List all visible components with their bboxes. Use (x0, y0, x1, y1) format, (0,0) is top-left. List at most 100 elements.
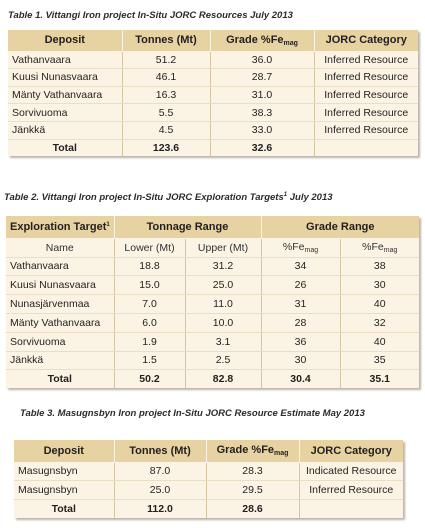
table3-header-grade: Grade %Femag (206, 440, 300, 463)
name-cell: Jänkkä (6, 351, 115, 371)
category-cell: Indicated Resource (299, 462, 403, 482)
grade-high-cell: 32 (340, 313, 420, 333)
table2-caption: Table 2. Vittangi Iron project In-Situ J… (4, 192, 333, 203)
category-cell: Inferred Resource (314, 86, 418, 105)
table1-header-deposit: Deposit (8, 30, 123, 52)
table3-header-grade-sub: mag (274, 450, 289, 458)
total-label: Total (8, 139, 123, 156)
table3-header-row: Deposit Tonnes (Mt) Grade %Femag JORC Ca… (14, 440, 403, 463)
table2-caption-text: Table 2. Vittangi Iron project In-Situ J… (4, 192, 284, 203)
upper-cell: 31.2 (185, 257, 262, 277)
table-row: Mänty Vathanvaara 6.0 10.0 28 32 (6, 313, 420, 333)
upper-cell: 25.0 (185, 275, 262, 296)
deposit-cell: Masugnsbyn (14, 480, 115, 501)
tonnes-cell: 51.2 (122, 51, 211, 70)
grade-low-cell: 30 (261, 351, 341, 371)
grade-low-cell: 31 (261, 294, 341, 314)
table-row: Vathanvaara 18.8 31.2 34 38 (6, 257, 420, 277)
total-label: Total (14, 499, 115, 518)
grade-high-cell: 35 (340, 351, 420, 371)
tonnes-cell: 4.5 (122, 121, 211, 140)
category-cell: Inferred Resource (314, 51, 418, 70)
upper-cell: 3.1 (185, 332, 262, 352)
table-row: Sorvivuoma 5.5 38.3 Inferred Resource (8, 103, 418, 122)
deposit-cell: Kuusi Nunasvaara (8, 68, 123, 87)
upper-cell: 11.0 (185, 294, 262, 314)
lower-cell: 1.9 (114, 332, 186, 352)
category-cell: Inferred Resource (314, 121, 418, 140)
total-empty-cell (299, 500, 403, 518)
total-grade: 32.6 (210, 139, 315, 156)
total-grade-high: 35.1 (369, 373, 390, 386)
table1-header-grade: Grade %Femag (210, 30, 315, 52)
table2-header-target-label: Exploration Target (10, 220, 107, 233)
table-row: Masugnsbyn 87.0 28.3 Indicated Resource (14, 462, 403, 482)
table2-header-row: Exploration Target1 Tonnage Range Grade … (6, 216, 420, 239)
category-cell: Inferred Resource (299, 480, 403, 501)
tonnes-cell: 87.0 (114, 462, 207, 482)
table1: Deposit Tonnes (Mt) Grade %Femag JORC Ca… (8, 30, 418, 156)
name-cell: Sorvivuoma (6, 332, 115, 352)
deposit-cell: Sorvivuoma (8, 103, 123, 122)
grade-cell: 31.0 (210, 86, 315, 105)
total-lower: 50.2 (114, 369, 186, 388)
grade-low-cell: 28 (261, 313, 341, 333)
table1-header-jorc: JORC Category (314, 30, 418, 52)
lower-cell: 15.0 (114, 275, 186, 296)
table2-subheader-row: Name Lower (Mt) Upper (Mt) %Femag %Femag (6, 238, 420, 258)
subheader-fe1-label: %Fe (282, 241, 305, 253)
lower-cell: 18.8 (114, 257, 186, 277)
upper-cell: 2.5 (185, 351, 262, 371)
table2-header-tonnage: Tonnage Range (114, 216, 262, 239)
table2-caption-sup: 1 (283, 192, 288, 198)
total-upper: 82.8 (185, 369, 262, 388)
table3-header-tonnes: Tonnes (Mt) (114, 440, 207, 463)
grade-high-cell: 40 (340, 332, 420, 352)
total-grade: 28.6 (206, 499, 300, 518)
grade-cell: 28.7 (210, 68, 315, 87)
total-grade-low: 30.4 (261, 369, 341, 388)
table2-total-row: Total 50.2 82.8 30.4 35.1 (6, 369, 419, 388)
subheader-name: Name (6, 238, 115, 258)
table-row: Vathanvaara 51.2 36.0 Inferred Resource (8, 51, 418, 70)
grade-cell: 29.5 (206, 480, 300, 501)
grade-cell: 38.3 (210, 103, 315, 122)
table1-header-row: Deposit Tonnes (Mt) Grade %Femag JORC Ca… (8, 30, 418, 52)
table-row: Jänkkä 4.5 33.0 Inferred Resource (8, 121, 418, 140)
table1-header-grade-sub: mag (283, 39, 298, 47)
table3-header-deposit: Deposit (14, 440, 115, 463)
table1-header-grade-label: Grade %Fe (226, 33, 284, 46)
subheader-fe2: %Femag (340, 238, 420, 258)
grade-high-cell: 40 (340, 294, 420, 314)
lower-cell: 6.0 (114, 313, 186, 333)
tonnes-cell: 46.1 (122, 68, 211, 87)
table-row: Kuusi Nunasvaara 46.1 28.7 Inferred Reso… (8, 68, 418, 87)
grade-low-cell: 26 (261, 275, 341, 296)
category-cell: Inferred Resource (314, 68, 418, 87)
table2-header-target: Exploration Target1 (6, 216, 115, 239)
name-cell: Vathanvaara (6, 257, 115, 277)
table-row: Nunasjärvenmaa 7.0 11.0 31 40 (6, 294, 420, 314)
table-row: Mänty Vathanvaara 16.3 31.0 Inferred Res… (8, 86, 418, 105)
table3-header-grade-label: Grade %Fe (216, 444, 275, 457)
name-cell: Nunasjärvenmaa (6, 294, 115, 314)
lower-cell: 7.0 (114, 294, 186, 314)
total-tonnes: 123.6 (122, 139, 211, 156)
table2: Exploration Target1 Tonnage Range Grade … (6, 216, 420, 388)
grade-low-cell: 34 (261, 257, 341, 277)
subheader-fe2-sub: mag (383, 247, 398, 254)
grade-low-cell: 36 (261, 332, 341, 352)
grade-high-cell: 30 (340, 275, 420, 296)
subheader-upper: Upper (Mt) (185, 238, 262, 258)
tonnes-cell: 16.3 (122, 86, 211, 105)
table2-header-grade: Grade Range (261, 216, 420, 239)
table3: Deposit Tonnes (Mt) Grade %Femag JORC Ca… (14, 440, 403, 518)
table3-header-jorc: JORC Category (299, 440, 403, 463)
table1-header-tonnes: Tonnes (Mt) (122, 30, 211, 52)
grade-cell: 28.3 (206, 462, 300, 482)
subheader-fe1: %Femag (261, 238, 341, 258)
lower-cell: 1.5 (114, 351, 186, 371)
table3-total-row: Total 112.0 28.6 (14, 499, 403, 518)
name-cell: Kuusi Nunasvaara (6, 275, 115, 296)
table2-caption-tail: July 2013 (287, 192, 333, 203)
